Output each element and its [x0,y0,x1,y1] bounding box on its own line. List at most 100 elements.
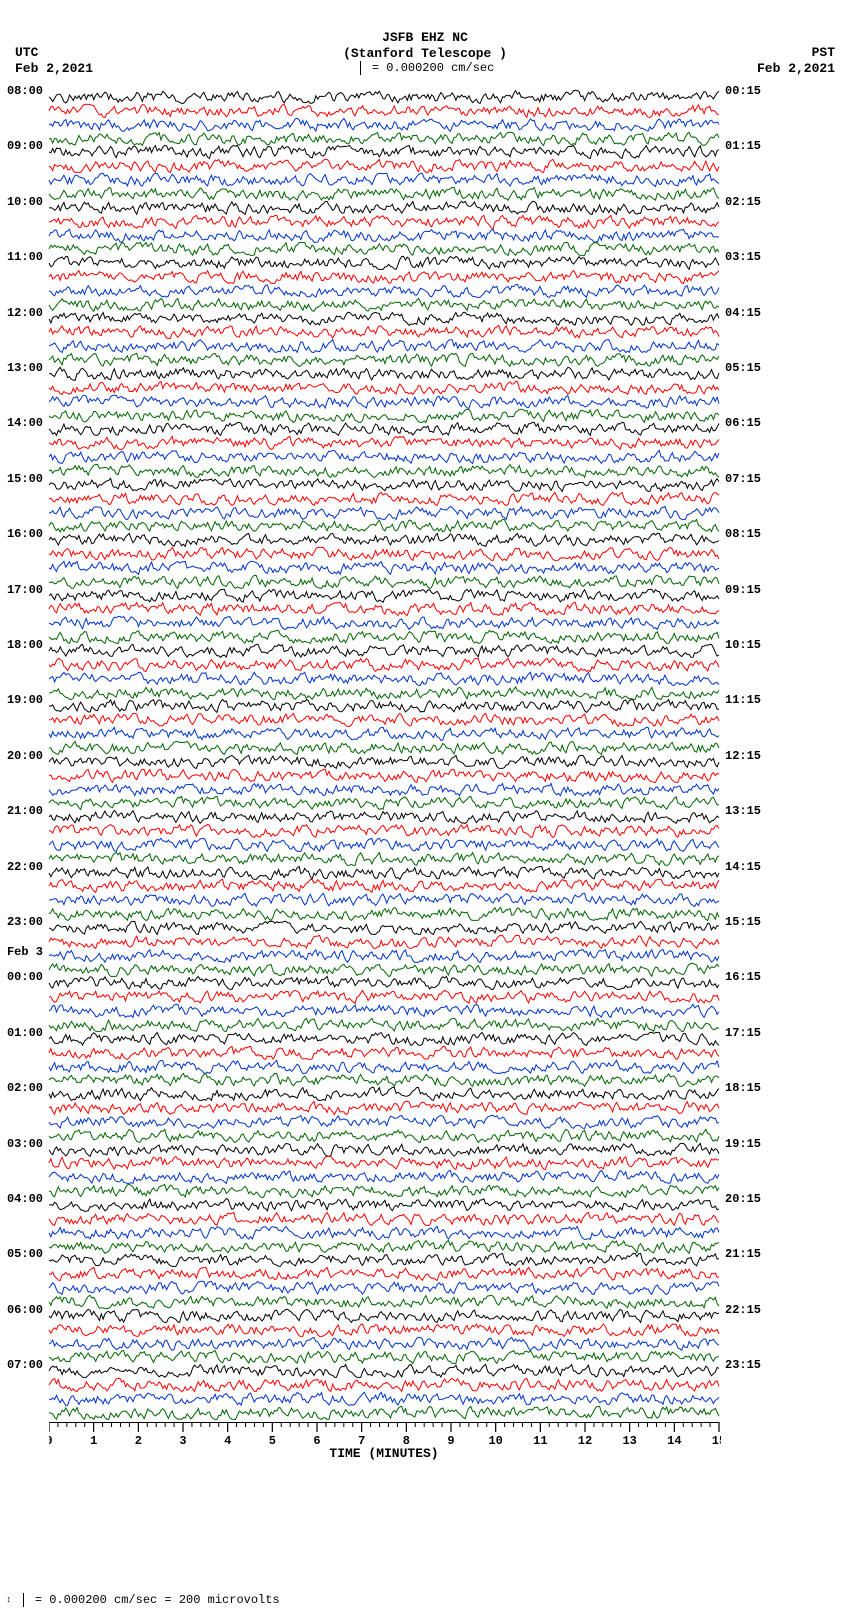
pst-time-label: 16:15 [725,970,761,984]
trace-row [49,395,719,409]
trace-row [49,1060,719,1074]
trace-row [49,256,719,270]
utc-time-label: 00:00 [7,970,43,984]
trace-row [49,602,719,616]
trace-row [49,741,719,755]
title-block: JSFB EHZ NC (Stanford Telescope ) = 0.00… [0,30,850,76]
trace-row [49,159,719,173]
footer-arrow-icon: ↕ [6,1595,11,1605]
trace-row [49,1032,719,1046]
trace-row [49,1364,719,1378]
pst-time-label: 06:15 [725,416,761,430]
svg-text:13: 13 [622,1434,636,1448]
tz-left: UTC Feb 2,2021 [15,45,93,76]
svg-text:6: 6 [313,1434,320,1448]
trace-row [49,755,719,769]
trace-row [49,616,719,630]
trace-row [49,187,719,201]
trace-row [49,381,719,395]
pst-time-label: 00:15 [725,84,761,98]
svg-text:10: 10 [488,1434,502,1448]
trace-row [49,547,719,561]
pst-time-label: 09:15 [725,583,761,597]
trace-row [49,1378,719,1392]
trace-row [49,436,719,450]
utc-time-label: 09:00 [7,139,43,153]
trace-row [49,727,719,741]
trace-row [49,339,719,353]
footer-text: = 0.000200 cm/sec = 200 microvolts [35,1593,280,1607]
svg-text:12: 12 [578,1434,592,1448]
svg-text:2: 2 [135,1434,142,1448]
trace-row [49,367,719,381]
pst-time-label: 18:15 [725,1081,761,1095]
trace-row [49,173,719,187]
svg-text:15: 15 [712,1434,721,1448]
pst-time-label: 13:15 [725,804,761,818]
trace-row [49,229,719,243]
tz-right-date: Feb 2,2021 [757,61,835,77]
trace-row [49,1309,719,1323]
svg-text:4: 4 [224,1434,231,1448]
trace-row [49,132,719,146]
trace-row [49,422,719,436]
trace-row [49,215,719,229]
trace-row [49,1129,719,1143]
trace-row [49,145,719,159]
pst-time-label: 21:15 [725,1247,761,1261]
pst-time-label: 20:15 [725,1192,761,1206]
svg-text:7: 7 [358,1434,365,1448]
pst-time-label: 11:15 [725,693,761,707]
trace-row [49,90,719,104]
trace-row [49,1170,719,1184]
trace-row [49,1240,719,1254]
trace-row [49,118,719,132]
trace-row [49,478,719,492]
trace-row [49,201,719,215]
utc-time-label: 11:00 [7,250,43,264]
trace-row [49,1101,719,1115]
utc-time-label: 22:00 [7,860,43,874]
utc-time-label: 02:00 [7,1081,43,1095]
trace-row [49,1018,719,1032]
trace-row [49,1184,719,1198]
pst-time-label: 03:15 [725,250,761,264]
trace-row [49,893,719,907]
trace-row [49,1350,719,1364]
trace-row [49,963,719,977]
trace-row [49,298,719,312]
trace-row [49,1392,719,1406]
pst-time-label: 05:15 [725,361,761,375]
trace-row [49,990,719,1004]
svg-text:3: 3 [179,1434,186,1448]
utc-time-label: 01:00 [7,1026,43,1040]
svg-text:14: 14 [667,1434,681,1448]
trace-row [49,630,719,644]
trace-row [49,1115,719,1129]
trace-row [49,672,719,686]
trace-row [49,104,719,118]
trace-row [49,852,719,866]
utc-time-label: 03:00 [7,1137,43,1151]
trace-row [49,699,719,713]
trace-row [49,561,719,575]
footer-scale-bar-icon [23,1593,24,1607]
tz-right-label: PST [757,45,835,61]
trace-row [49,284,719,298]
utc-time-label: 04:00 [7,1192,43,1206]
utc-time-label: 08:00 [7,84,43,98]
utc-time-label: 15:00 [7,472,43,486]
utc-time-label: 17:00 [7,583,43,597]
pst-time-label: 23:15 [725,1358,761,1372]
scale-line: = 0.000200 cm/sec [0,61,850,76]
trace-row [49,879,719,893]
trace-row [49,519,719,533]
trace-row [49,810,719,824]
utc-time-label: 19:00 [7,693,43,707]
utc-time-label: 21:00 [7,804,43,818]
trace-row [49,533,719,547]
pst-time-label: 01:15 [725,139,761,153]
trace-row [49,492,719,506]
trace-row [49,589,719,603]
trace-row [49,1087,719,1101]
